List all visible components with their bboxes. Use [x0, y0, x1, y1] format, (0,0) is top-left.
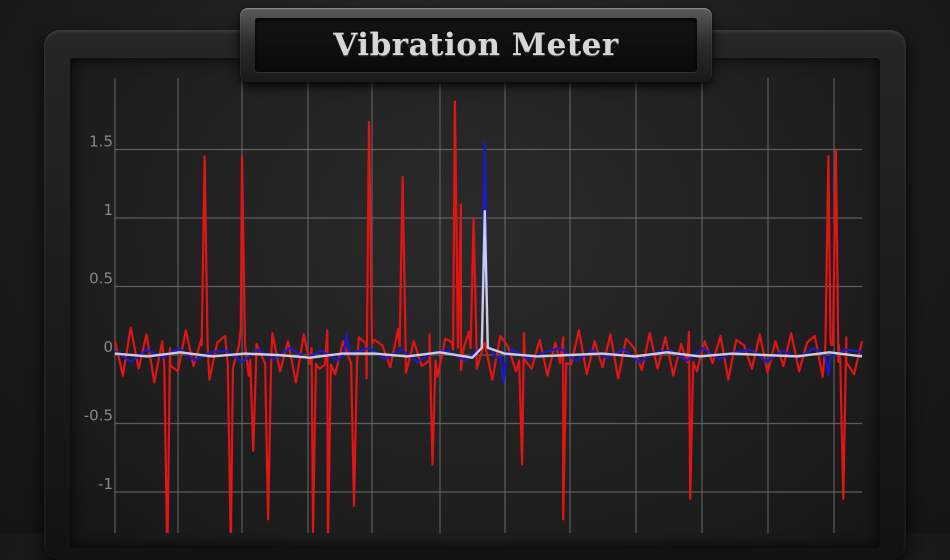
y-axis-labels: 1.5 1 0.5 0 -0.5 -1 — [84, 133, 113, 494]
series-blue-line — [114, 141, 863, 384]
vibration-chart: 1.5 1 0.5 0 -0.5 -1 — [84, 78, 864, 533]
y-tick-label: 0.5 — [89, 270, 113, 288]
y-tick-label: 1 — [103, 201, 113, 219]
series-red-line — [113, 100, 864, 533]
chart-grid — [114, 78, 862, 533]
title-panel: Vibration Meter — [255, 18, 697, 72]
series-white-line — [114, 209, 863, 359]
y-tick-label: -1 — [98, 475, 113, 493]
y-tick-label: 1.5 — [89, 133, 113, 151]
app-title: Vibration Meter — [333, 27, 619, 63]
chart-series — [113, 100, 864, 533]
y-tick-label: 0 — [103, 338, 113, 356]
y-tick-label: -0.5 — [84, 407, 113, 425]
